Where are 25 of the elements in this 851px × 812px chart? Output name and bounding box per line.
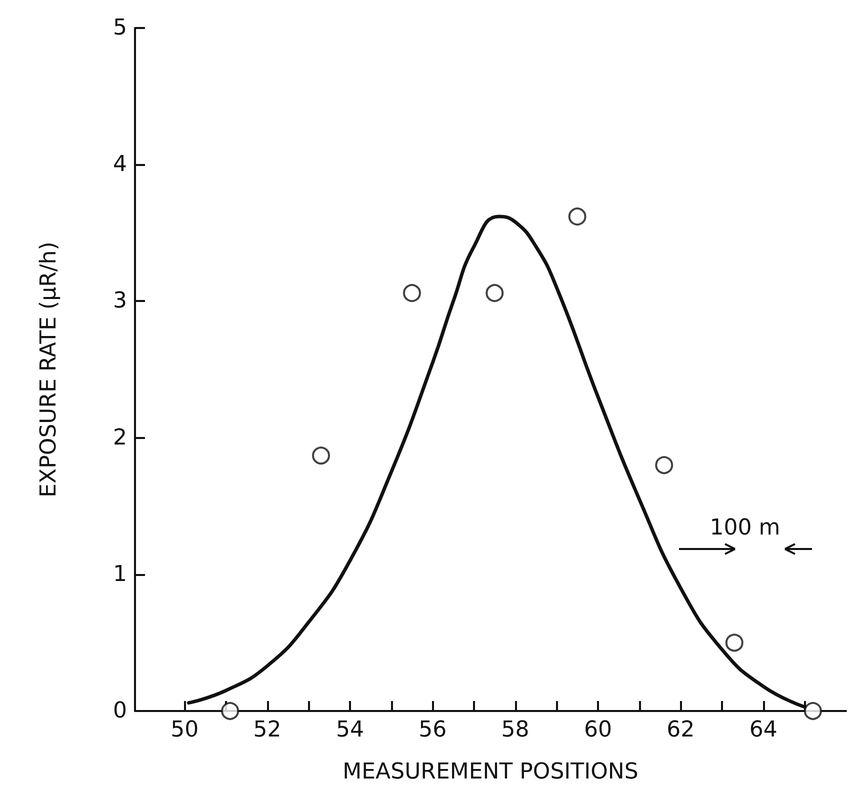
point bbox=[402, 284, 421, 302]
y-tick-label: 2 bbox=[113, 425, 127, 450]
y-tick-label: 4 bbox=[113, 152, 127, 178]
x-axis-title: MEASUREMENT POSITIONS bbox=[342, 760, 638, 784]
x-tick-label: 60 bbox=[584, 718, 612, 742]
y-tick-label: 1 bbox=[113, 562, 127, 587]
y-tick-label: 0 bbox=[113, 698, 127, 724]
point bbox=[221, 702, 240, 720]
x-tick-label: 58 bbox=[501, 718, 530, 742]
point bbox=[312, 446, 330, 465]
x-tick-label: 62 bbox=[666, 718, 695, 742]
x-tick-label: 64 bbox=[749, 718, 778, 742]
x-tick-label: 56 bbox=[418, 718, 447, 742]
annotation: 100 m bbox=[710, 516, 780, 540]
point bbox=[568, 208, 586, 226]
x-tick-label: 52 bbox=[253, 718, 282, 742]
y-tick-label: 5 bbox=[113, 16, 127, 40]
x-tick-label: 54 bbox=[336, 718, 364, 742]
point bbox=[486, 284, 504, 302]
y-tick-label: 3 bbox=[113, 288, 127, 314]
point bbox=[655, 456, 674, 474]
point bbox=[725, 634, 744, 652]
point bbox=[804, 702, 822, 720]
y-axis-title: EXPOSURE RATE (μR/h) bbox=[36, 242, 62, 498]
x-tick-label: 50 bbox=[170, 718, 199, 742]
